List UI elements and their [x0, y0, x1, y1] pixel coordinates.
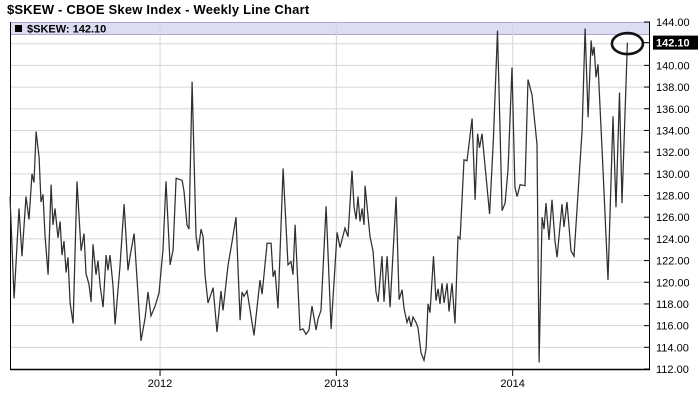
- y-axis-label: 138.00: [656, 82, 690, 94]
- chart-title: $SKEW - CBOE Skew Index - Weekly Line Ch…: [7, 2, 310, 17]
- y-axis-label: 130.00: [656, 169, 690, 181]
- y-axis-label: 128.00: [656, 191, 690, 203]
- y-axis-label: 132.00: [656, 147, 690, 159]
- x-axis-label: 2013: [324, 378, 348, 390]
- legend-bar: [10, 22, 650, 35]
- y-axis-label: 140.00: [656, 60, 690, 72]
- y-axis-label: 118.00: [656, 299, 689, 311]
- y-axis-label: 136.00: [656, 104, 690, 116]
- current-value-box: [653, 35, 698, 50]
- y-axis-label: 144.00: [656, 17, 690, 29]
- y-axis-label: 116.00: [656, 321, 689, 333]
- y-axis-label: 114.00: [656, 342, 689, 354]
- y-axis-label: 134.00: [656, 125, 690, 137]
- y-axis-label: 122.00: [656, 256, 690, 268]
- legend-label: $SKEW: 142.10: [27, 24, 106, 36]
- x-axis-label: 2014: [500, 378, 524, 390]
- highlight-ellipse-annotation: [610, 31, 645, 56]
- legend-marker: [15, 25, 22, 32]
- y-axis-label: 120.00: [656, 277, 690, 289]
- current-value-label: 142.10: [656, 38, 690, 50]
- y-axis-label: 124.00: [656, 234, 690, 246]
- y-axis-label: 126.00: [656, 212, 690, 224]
- price-line: [9, 28, 629, 363]
- x-axis-label: 2012: [148, 378, 172, 390]
- y-axis-label: 112.00: [656, 364, 689, 376]
